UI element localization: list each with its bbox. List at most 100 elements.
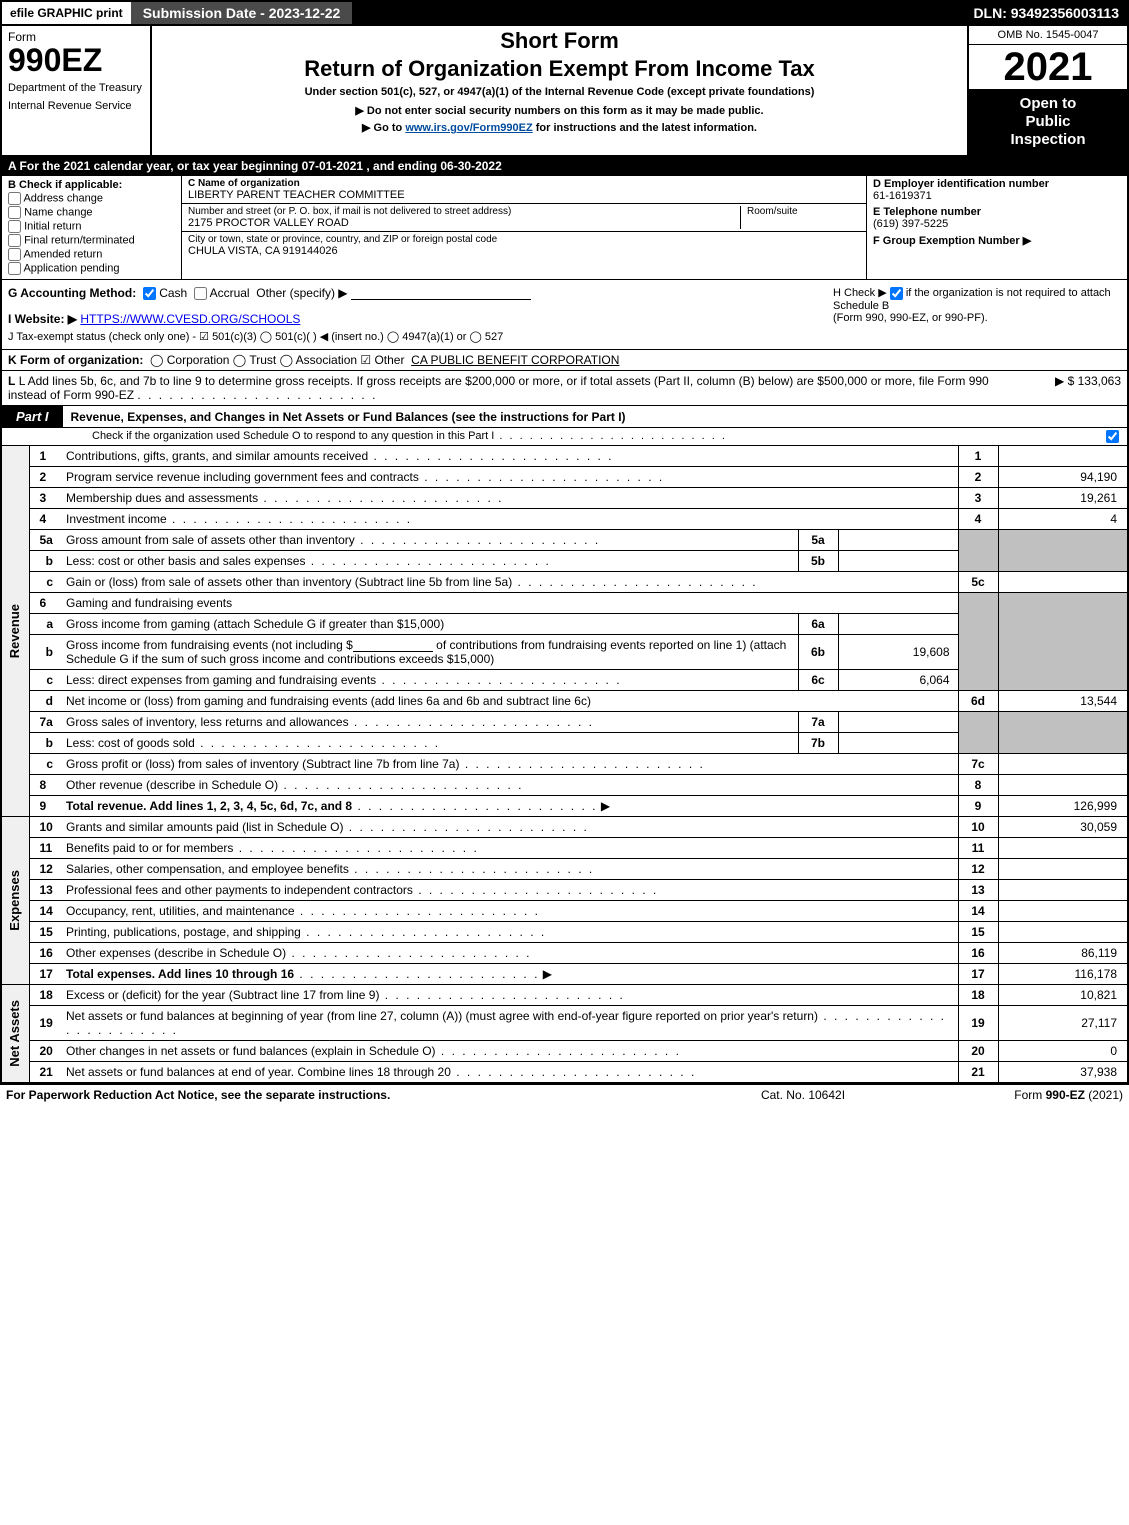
l4-rnum: 4 (958, 509, 998, 530)
l9-desc: Total revenue. Add lines 1, 2, 3, 4, 5c,… (61, 796, 958, 817)
l7b-desc: Less: cost of goods sold (61, 733, 798, 754)
j-tax-exempt: J Tax-exempt status (check only one) - ☑… (8, 330, 821, 343)
l10-num: 10 (29, 817, 61, 838)
ssn-warning: ▶ Do not enter social security numbers o… (160, 104, 959, 117)
l6a-num: a (29, 614, 61, 635)
omb-number: OMB No. 1545-0047 (969, 26, 1127, 45)
footer-right: Form 990-EZ (2021) (903, 1088, 1123, 1102)
d-ein-value: 61-1619371 (873, 190, 1121, 202)
l19-desc: Net assets or fund balances at beginning… (61, 1006, 958, 1041)
l6a-sv (838, 614, 958, 635)
l16-rval: 86,119 (998, 943, 1128, 964)
g-cash-chk[interactable] (143, 287, 156, 300)
l-amount: ▶ $ 133,063 (1001, 374, 1121, 402)
l19-rval: 27,117 (998, 1006, 1128, 1041)
l4-desc: Investment income (61, 509, 958, 530)
dln-label: DLN: 93492356003113 (965, 2, 1127, 24)
e-phone-value: (619) 397-5225 (873, 218, 1121, 230)
c-name-label: C Name of organization (188, 178, 860, 189)
l2-rval: 94,190 (998, 467, 1128, 488)
part-1-sub-chk[interactable] (1106, 430, 1119, 443)
goto-prefix: ▶ Go to (362, 122, 405, 134)
l5a-sl: 5a (798, 530, 838, 551)
chk-amended-return[interactable]: Amended return (8, 248, 175, 261)
l6c-sv: 6,064 (838, 670, 958, 691)
l20-rval: 0 (998, 1041, 1128, 1062)
l4-num: 4 (29, 509, 61, 530)
k-label: K Form of organization: (8, 353, 143, 367)
part-1-sub-text: Check if the organization used Schedule … (92, 430, 1106, 443)
l6-grayval (998, 593, 1128, 691)
open-line2: Public (973, 113, 1123, 131)
chk-final-return[interactable]: Final return/terminated (8, 234, 175, 247)
l5c-desc: Gain or (loss) from sale of assets other… (61, 572, 958, 593)
f-group-row: F Group Exemption Number ▶ (867, 232, 1127, 249)
l6c-sl: 6c (798, 670, 838, 691)
l8-desc: Other revenue (describe in Schedule O) (61, 775, 958, 796)
h-check-label: H Check ▶ (833, 287, 887, 299)
chk-initial-return[interactable]: Initial return (8, 220, 175, 233)
l19-num: 19 (29, 1006, 61, 1041)
l3-desc: Membership dues and assessments (61, 488, 958, 509)
footer-left: For Paperwork Reduction Act Notice, see … (6, 1088, 703, 1102)
efile-label[interactable]: efile GRAPHIC print (2, 2, 131, 24)
l15-rval (998, 922, 1128, 943)
short-form-title: Short Form (160, 28, 959, 54)
chk-application-pending[interactable]: Application pending (8, 262, 175, 275)
l9-rval: 126,999 (998, 796, 1128, 817)
l12-rval (998, 859, 1128, 880)
c-addr-value: 2175 PROCTOR VALLEY ROAD (188, 217, 740, 229)
k-other-value: CA PUBLIC BENEFIT CORPORATION (411, 353, 619, 367)
h-text3: (Form 990, 990-EZ, or 990-PF). (833, 312, 988, 324)
netassets-table: Net Assets 18 Excess or (deficit) for th… (0, 985, 1129, 1084)
l6-desc: Gaming and fundraising events (61, 593, 958, 614)
g-cash: Cash (159, 286, 187, 300)
chk-address-change[interactable]: Address change (8, 192, 175, 205)
l18-rval: 10,821 (998, 985, 1128, 1006)
e-phone-row: E Telephone number (619) 397-5225 (867, 204, 1127, 232)
l4-rval: 4 (998, 509, 1128, 530)
l6b-sl: 6b (798, 635, 838, 670)
l7a-sl: 7a (798, 712, 838, 733)
irs-link[interactable]: www.irs.gov/Form990EZ (405, 122, 532, 134)
l5c-rval (998, 572, 1128, 593)
c-addr-label: Number and street (or P. O. box, if mail… (188, 206, 740, 217)
dept-irs: Internal Revenue Service (8, 100, 144, 112)
l6-graybox (958, 593, 998, 691)
l5c-num: c (29, 572, 61, 593)
h-schedule-b: H Check ▶ if the organization is not req… (827, 280, 1127, 349)
b-heading: B Check if applicable: (8, 179, 175, 191)
l8-rval (998, 775, 1128, 796)
chk-name-change[interactable]: Name change (8, 206, 175, 219)
g-other: Other (specify) ▶ (256, 286, 347, 300)
row-gh: G Accounting Method: Cash Accrual Other … (0, 280, 1129, 350)
g-other-blank[interactable] (351, 288, 531, 300)
l8-num: 8 (29, 775, 61, 796)
section-bcdef: B Check if applicable: Address change Na… (0, 176, 1129, 280)
l9-num: 9 (29, 796, 61, 817)
l21-rnum: 21 (958, 1062, 998, 1084)
l9-rnum: 9 (958, 796, 998, 817)
header-right: OMB No. 1545-0047 2021 Open to Public In… (967, 26, 1127, 155)
l7-graybox (958, 712, 998, 754)
part-1-sub: Check if the organization used Schedule … (0, 428, 1129, 446)
l5b-sv (838, 551, 958, 572)
l17-rval: 116,178 (998, 964, 1128, 985)
i-website-link[interactable]: HTTPS://WWW.CVESD.ORG/SCHOOLS (80, 312, 300, 326)
l20-num: 20 (29, 1041, 61, 1062)
h-checkbox[interactable] (890, 287, 903, 300)
l13-rval (998, 880, 1128, 901)
topbar-spacer (352, 2, 965, 24)
l15-desc: Printing, publications, postage, and shi… (61, 922, 958, 943)
l6c-num: c (29, 670, 61, 691)
part-1-title: Revenue, Expenses, and Changes in Net As… (63, 407, 1127, 427)
l7b-sl: 7b (798, 733, 838, 754)
l6a-desc: Gross income from gaming (attach Schedul… (61, 614, 798, 635)
dept-treasury: Department of the Treasury (8, 82, 144, 94)
l7b-num: b (29, 733, 61, 754)
l2-desc: Program service revenue including govern… (61, 467, 958, 488)
row-k: K Form of organization: ◯ Corporation ◯ … (0, 350, 1129, 371)
c-city-value: CHULA VISTA, CA 919144026 (188, 245, 860, 257)
l18-rnum: 18 (958, 985, 998, 1006)
g-accrual-chk[interactable] (194, 287, 207, 300)
